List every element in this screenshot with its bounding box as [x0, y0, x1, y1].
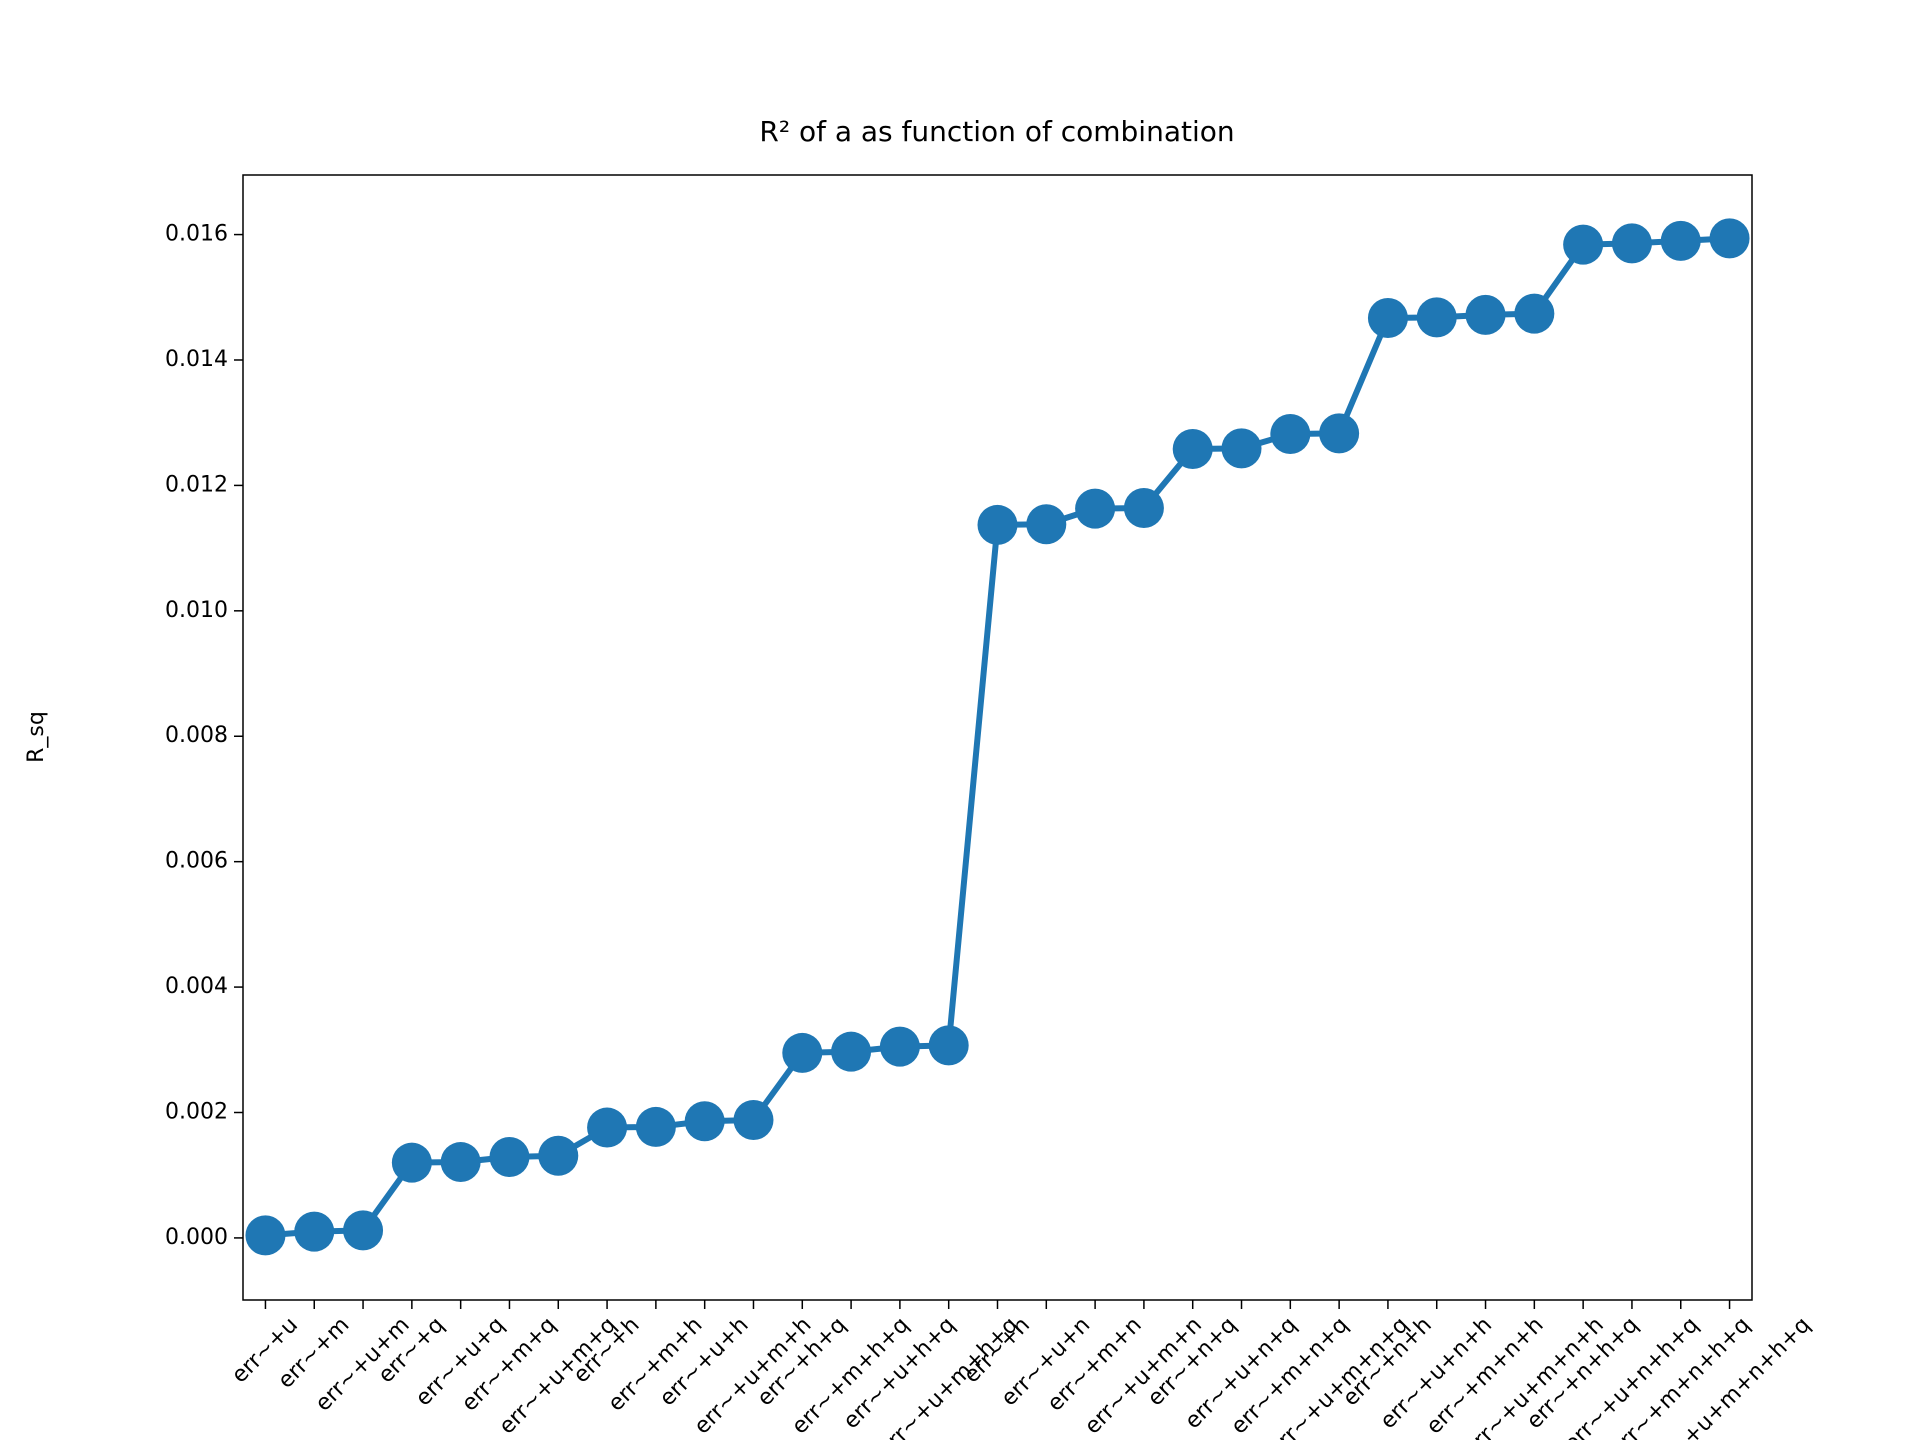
data-point — [245, 1215, 286, 1256]
data-point — [733, 1100, 774, 1141]
data-point — [1026, 504, 1067, 545]
data-point — [1221, 428, 1262, 469]
data-point — [1075, 488, 1116, 529]
data-point — [440, 1142, 481, 1183]
data-point — [587, 1107, 628, 1148]
data-point — [879, 1026, 920, 1067]
data-point — [782, 1032, 823, 1073]
y-tick-label: 0.016 — [165, 222, 228, 247]
plot-frame — [242, 174, 1753, 1301]
y-tick-label: 0.012 — [165, 472, 228, 497]
y-tick-label: 0.010 — [165, 598, 228, 623]
data-point — [831, 1031, 872, 1072]
data-point — [977, 504, 1018, 545]
data-point — [1367, 297, 1408, 338]
data-point — [684, 1101, 725, 1142]
data-point — [1611, 223, 1652, 264]
data-point — [1465, 294, 1506, 335]
data-point — [1660, 220, 1701, 261]
data-point — [294, 1211, 335, 1252]
y-tick-label: 0.014 — [165, 347, 228, 372]
y-tick-label: 0.000 — [165, 1225, 228, 1250]
data-point — [1709, 218, 1750, 259]
data-point — [1563, 224, 1604, 265]
y-tick-label: 0.008 — [165, 723, 228, 748]
data-line — [265, 235, 1730, 1239]
data-point — [1270, 413, 1311, 454]
data-point — [1172, 429, 1213, 470]
y-tick-label: 0.006 — [165, 849, 228, 874]
data-point — [489, 1137, 530, 1178]
data-point — [635, 1106, 676, 1147]
data-point — [1319, 413, 1360, 454]
data-point — [1416, 297, 1457, 338]
data-point — [343, 1210, 384, 1251]
data-point — [538, 1135, 579, 1176]
data-point — [1123, 487, 1164, 528]
y-axis-label: R_sq — [24, 711, 49, 763]
y-tick-label: 0.004 — [165, 974, 228, 999]
chart-title: R² of a as function of combination — [759, 115, 1234, 148]
data-point — [1514, 293, 1555, 334]
data-point — [391, 1142, 432, 1183]
y-tick-label: 0.002 — [165, 1100, 228, 1125]
data-point — [928, 1025, 969, 1066]
